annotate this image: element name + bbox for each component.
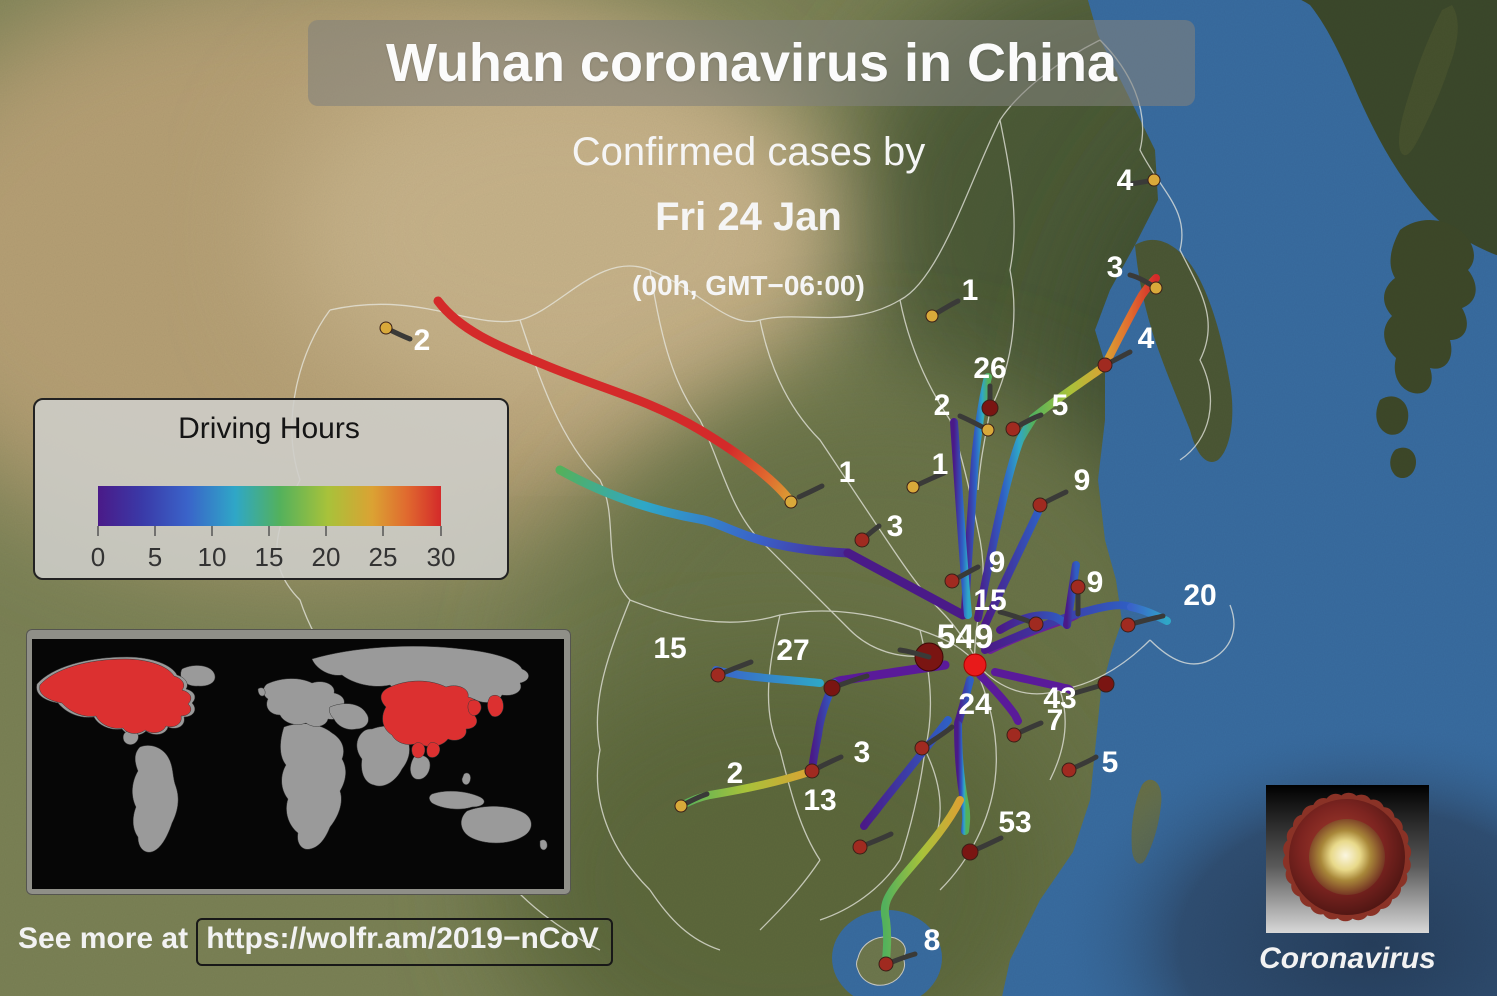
svg-text:8: 8 — [924, 924, 941, 957]
svg-text:5: 5 — [1102, 746, 1119, 779]
svg-text:7: 7 — [1047, 704, 1064, 737]
svg-text:10: 10 — [198, 542, 227, 572]
svg-text:25: 25 — [369, 542, 398, 572]
svg-text:26: 26 — [973, 352, 1006, 385]
svg-text:13: 13 — [803, 784, 836, 817]
svg-text:5: 5 — [1052, 389, 1069, 422]
svg-text:2: 2 — [934, 389, 951, 422]
svg-text:24: 24 — [958, 688, 992, 721]
svg-text:9: 9 — [989, 546, 1006, 579]
svg-text:4: 4 — [1138, 322, 1155, 355]
svg-text:9: 9 — [1087, 566, 1104, 599]
svg-text:1: 1 — [932, 448, 949, 481]
svg-text:1: 1 — [839, 456, 856, 489]
svg-text:20: 20 — [1183, 579, 1216, 612]
svg-text:15: 15 — [973, 584, 1006, 617]
svg-text:53: 53 — [998, 806, 1031, 839]
svg-text:15: 15 — [255, 542, 284, 572]
svg-text:2: 2 — [414, 324, 431, 357]
svg-text:3: 3 — [887, 510, 904, 543]
svg-text:2: 2 — [727, 757, 744, 790]
svg-text:15: 15 — [653, 632, 686, 665]
svg-text:30: 30 — [427, 542, 456, 572]
svg-text:27: 27 — [776, 634, 809, 667]
svg-text:3: 3 — [854, 736, 871, 769]
svg-text:549: 549 — [937, 618, 994, 656]
svg-text:20: 20 — [312, 542, 341, 572]
svg-text:9: 9 — [1074, 464, 1091, 497]
svg-text:0: 0 — [91, 542, 105, 572]
svg-text:5: 5 — [148, 542, 162, 572]
